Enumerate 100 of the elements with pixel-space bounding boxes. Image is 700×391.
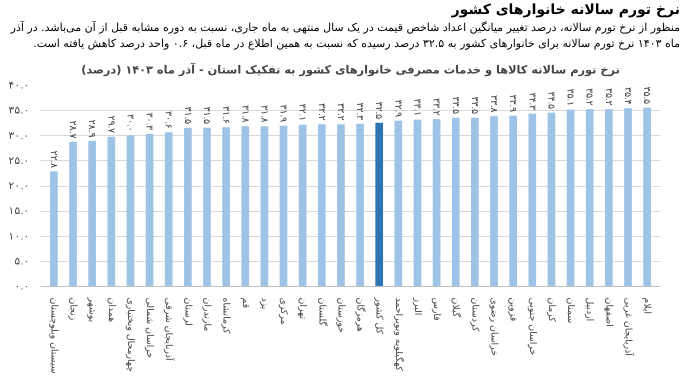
data-label: ۳۵.۲ [604, 88, 614, 106]
bar [356, 124, 364, 287]
y-tick-label: ۳۵.۰ [8, 105, 30, 118]
data-label: ۳۱.۵ [182, 107, 193, 125]
x-tick-label: لرستان [182, 298, 194, 326]
y-tick-label: ۱۵.۰ [8, 206, 30, 218]
bar [624, 108, 632, 287]
x-tick-label: مرکزی [278, 298, 290, 325]
data-label: ۳۳.۲ [432, 98, 442, 116]
bar [203, 128, 211, 287]
bar [298, 125, 307, 287]
x-tick-label: یزد [258, 298, 270, 310]
x-tick-label: اردبیل [584, 298, 596, 322]
data-label: ۳۰.۰ [125, 114, 136, 132]
data-label: ۳۳.۵ [470, 96, 480, 115]
x-tick-label: قم [240, 298, 251, 309]
y-tick-label: ۵.۰ [14, 256, 30, 268]
data-label: ۳۰.۶ [164, 112, 174, 130]
y-tick-label: ۴۰.۰ [8, 80, 30, 92]
bar [490, 116, 498, 287]
x-tick-label: آذربایجان شرقی [163, 298, 176, 362]
data-label: ۳۳.۹ [508, 94, 518, 113]
bar [146, 134, 154, 287]
data-label: ۳۲.۹ [393, 100, 404, 118]
bar [394, 121, 402, 287]
x-tick-label: زنجان [68, 298, 79, 321]
x-tick-label: فارس [431, 298, 442, 322]
bar [337, 124, 345, 287]
data-label: ۳۲.۳ [355, 103, 366, 121]
y-tick-label: ۰.۰ [14, 280, 30, 293]
x-tick-label: چهارمحال وبختیاری [124, 298, 136, 373]
x-tick-label: ایلام [642, 298, 653, 314]
bar [604, 110, 613, 287]
data-label: ۳۳.۱ [412, 98, 422, 117]
data-label: ۳۱.۶ [221, 106, 232, 124]
bar [50, 172, 58, 287]
x-tick-label: گیلان [450, 298, 462, 318]
bar [69, 142, 77, 287]
x-tick-label: مازندران [201, 298, 212, 332]
x-tick-label: کرمانشاه [220, 298, 232, 335]
bar [509, 116, 518, 287]
data-label: ۲۹.۷ [106, 116, 116, 134]
data-label: ۳۲.۱ [298, 104, 308, 122]
bar [164, 132, 173, 287]
data-label: ۳۱.۸ [240, 106, 250, 124]
x-tick-label: کردستان [469, 298, 480, 333]
bar [184, 128, 192, 287]
x-tick-label: هرمزگان [354, 298, 367, 332]
bar [375, 123, 384, 287]
bar [280, 126, 288, 287]
x-tick-label: کرمان [546, 298, 557, 323]
data-label: ۳۱.۵ [202, 107, 212, 125]
y-tick-label: ۲۰.۰ [8, 180, 30, 192]
bar [528, 114, 536, 287]
bar [586, 110, 594, 287]
x-tick-label: بوشهر [86, 296, 98, 323]
bar [548, 113, 556, 287]
bar [643, 108, 651, 287]
data-label: ۳۱.۸ [259, 106, 270, 124]
bar [452, 118, 460, 287]
data-label: ۳۵.۴ [622, 87, 633, 106]
data-label: ۳۲.۲ [336, 104, 346, 122]
x-tick-label: خراسان شمالی [144, 298, 156, 359]
text: منظور از نرخ تورم سالانه، درصد تغییر میانگین اعداد شاخص قیمت در یک سال منتهی به ماه جاری، نسبت به دوره مشابه قبل از آن می‌باشد. در آذر ماه ۱۴۰۳ نرخ تورم سالانه برای خانوارهای کشور به ۳۲.۵ درصد رسیده که نسبت به همین اطلاع در ماه قبل، ۰.۶ واحد درصد کاهش یافته است. [10, 20, 680, 52]
x-tick-label: اصفهان [603, 298, 614, 328]
x-tick-label: خراسان جنوبی [526, 298, 538, 356]
data-label: ۳۳.۵ [450, 96, 461, 115]
x-tick-label: البرز [412, 296, 423, 316]
data-label: ۳۳.۸ [489, 95, 500, 114]
bar [222, 128, 230, 287]
bar [241, 126, 250, 287]
bar [107, 137, 116, 287]
y-tick-label: ۲۵.۰ [8, 155, 30, 168]
data-label: ۳۲.۲ [316, 104, 327, 122]
x-tick-label: گلستان [316, 298, 328, 327]
data-label: ۳۵.۵ [642, 86, 652, 105]
x-tick-label: کهگیلویه وبویراحمد [392, 298, 405, 372]
data-label: ۳۲.۵ [374, 102, 384, 120]
x-tick-label: آذربایجان غربی [622, 298, 634, 357]
x-tick-label: کل کشور [374, 296, 385, 336]
bar [432, 120, 440, 287]
bar [260, 126, 268, 287]
x-tick-label: تهران [297, 298, 308, 320]
x-tick-label: خوزستان [335, 298, 346, 334]
bar [318, 124, 326, 287]
data-label: ۲۸.۹ [87, 120, 98, 138]
y-tick-label: ۱۰.۰ [8, 230, 30, 243]
bar [126, 136, 134, 287]
bar [566, 110, 574, 287]
x-tick-label: قزوین [508, 298, 519, 322]
x-tick-label: همدان [106, 298, 117, 323]
data-label: ۳۴.۵ [546, 92, 556, 110]
y-tick-label: ۳۰.۰ [8, 130, 30, 142]
bar [88, 141, 96, 287]
data-label: ۳۱.۹ [278, 105, 289, 123]
bar [471, 118, 479, 287]
x-tick-label: سمنان [565, 298, 576, 324]
data-label: ۳۰.۳ [144, 113, 155, 131]
data-label: ۲۸.۷ [68, 121, 78, 139]
bar [414, 120, 422, 287]
